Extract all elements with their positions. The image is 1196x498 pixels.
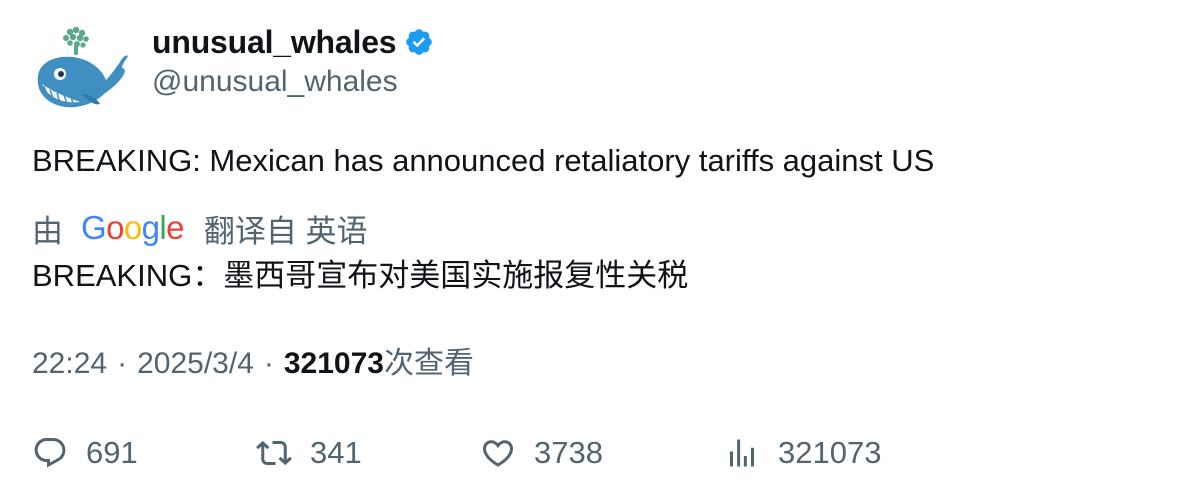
views-label: 次查看 xyxy=(383,347,474,380)
tweet-meta: 22:24 · 2025/3/4 · 321073次查看 xyxy=(32,344,474,384)
tweet-text: BREAKING: Mexican has announced retaliat… xyxy=(32,143,935,178)
meta-separator: · xyxy=(117,347,128,380)
reply-count: 691 xyxy=(86,435,138,470)
reply-button[interactable]: 691 xyxy=(32,432,138,474)
heart-icon xyxy=(482,440,514,467)
views-button[interactable]: 321073 xyxy=(724,432,881,474)
author-handle[interactable]: @unusual_whales xyxy=(152,65,398,98)
whale-avatar-icon[interactable] xyxy=(30,24,130,114)
verified-badge-icon xyxy=(404,27,434,57)
tweet-time[interactable]: 22:24 xyxy=(32,347,108,380)
like-button[interactable]: 3738 xyxy=(480,432,603,474)
retweet-count: 341 xyxy=(310,435,362,470)
meta-separator: · xyxy=(263,347,274,380)
reply-icon xyxy=(34,438,66,468)
views-count: 321073 xyxy=(283,347,384,380)
views-action-count: 321073 xyxy=(778,435,882,470)
retweet-icon xyxy=(256,440,292,466)
translated-by-label: 由 xyxy=(32,213,63,249)
author-name-row[interactable]: unusual_whales xyxy=(152,22,434,62)
translated-text: BREAKING：墨西哥宣布对美国实施报复性关税 xyxy=(32,258,689,293)
author-display-name[interactable]: unusual_whales xyxy=(152,23,397,60)
tweet-date[interactable]: 2025/3/4 xyxy=(137,347,254,380)
translated-from-label: 翻译自 英语 xyxy=(203,213,368,249)
like-count: 3738 xyxy=(534,435,603,470)
retweet-button[interactable]: 341 xyxy=(256,432,362,474)
analytics-icon xyxy=(730,439,754,467)
action-bar: 691 341 3738 321073 xyxy=(0,432,1196,474)
